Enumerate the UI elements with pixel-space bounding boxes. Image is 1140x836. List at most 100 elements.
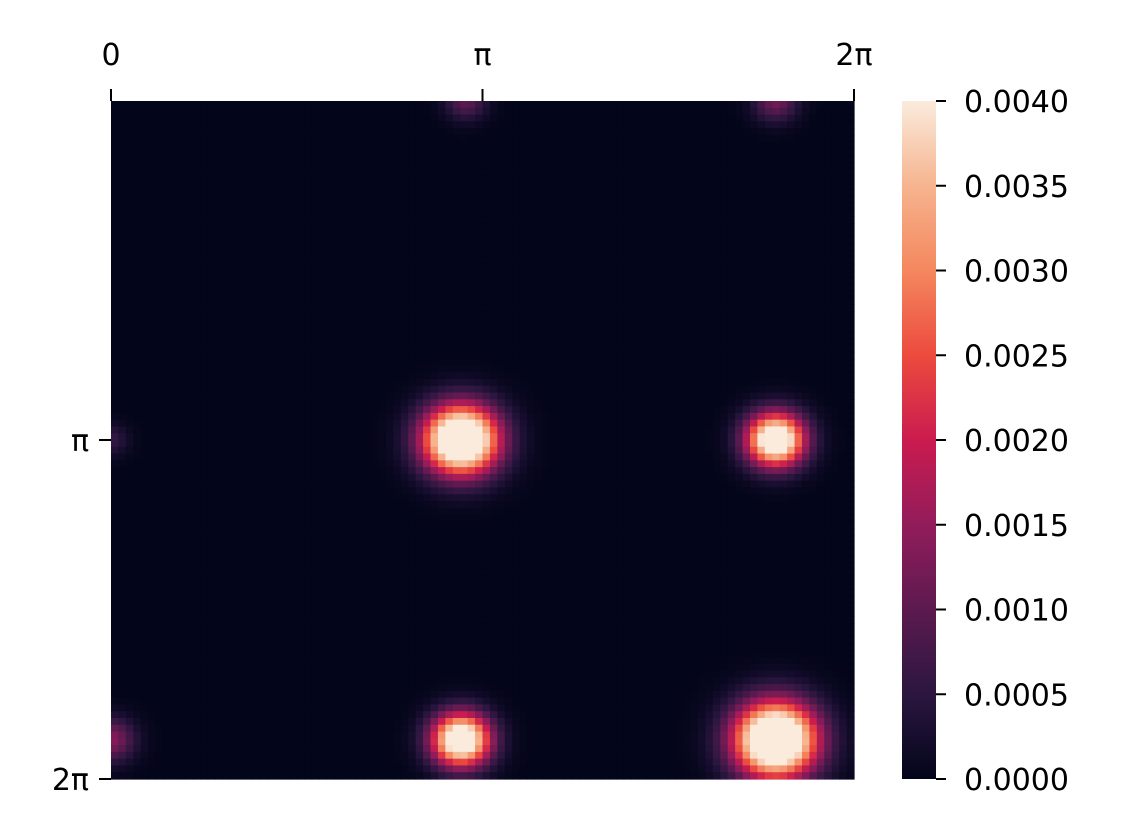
heatmap-cell — [111, 433, 120, 441]
heatmap-cell — [296, 324, 305, 333]
heatmap-cell — [541, 399, 550, 407]
heatmap-cell — [460, 290, 469, 299]
heatmap-cell — [140, 277, 149, 285]
heatmap-cell — [452, 121, 461, 129]
heatmap-cell — [177, 189, 186, 197]
heatmap-cell — [616, 365, 625, 373]
heatmap-cell — [393, 338, 402, 346]
heatmap-cell — [571, 304, 580, 312]
heatmap-cell — [527, 317, 536, 326]
heatmap-cell — [772, 256, 781, 265]
heatmap-cell — [697, 290, 706, 299]
heatmap-cell — [341, 236, 350, 244]
heatmap-cell — [296, 209, 305, 217]
heatmap-cell — [200, 148, 209, 156]
heatmap-cell — [720, 372, 729, 380]
heatmap-cell — [133, 378, 142, 387]
heatmap-cell — [705, 229, 714, 238]
heatmap-cell — [304, 141, 313, 150]
heatmap-cell — [571, 107, 580, 116]
heatmap-cell — [356, 121, 365, 129]
heatmap-cell — [296, 378, 305, 387]
heatmap-cell — [794, 114, 803, 122]
heatmap-cell — [549, 236, 558, 244]
heatmap-cell — [437, 202, 446, 211]
heatmap-cell — [512, 345, 521, 353]
heatmap-cell — [385, 195, 394, 204]
heatmap-cell — [259, 365, 268, 373]
heatmap-cell — [787, 229, 796, 238]
heatmap-cell — [244, 168, 253, 177]
heatmap-cell — [668, 406, 677, 414]
heatmap-cell — [631, 358, 640, 367]
heatmap-cell — [163, 223, 172, 231]
heatmap-cell — [645, 229, 654, 238]
heatmap-cell — [430, 284, 439, 292]
heatmap-cell — [794, 284, 803, 292]
heatmap-cell — [371, 345, 380, 353]
heatmap-cell — [579, 378, 588, 387]
heatmap-cell — [423, 412, 432, 421]
heatmap-cell — [512, 406, 521, 414]
heatmap-cell — [252, 189, 261, 197]
heatmap-cell — [348, 290, 357, 299]
heatmap-cell — [579, 419, 588, 428]
heatmap-cell — [653, 317, 662, 326]
heatmap-cell — [527, 175, 536, 183]
heatmap-cell — [809, 270, 818, 278]
heatmap-cell — [846, 209, 855, 217]
heatmap-cell — [623, 223, 632, 231]
heatmap-cell — [385, 331, 394, 339]
heatmap-cell — [200, 372, 209, 380]
heatmap-cell — [541, 256, 550, 265]
heatmap-cell — [192, 209, 201, 217]
heatmap-cell — [787, 134, 796, 143]
heatmap-cell — [177, 358, 186, 367]
heatmap-cell — [215, 182, 224, 190]
heatmap-cell — [281, 236, 290, 244]
heatmap-cell — [549, 223, 558, 231]
heatmap-cell — [155, 317, 164, 326]
heatmap-cell — [356, 256, 365, 265]
heatmap-cell — [571, 324, 580, 333]
heatmap-cell — [527, 338, 536, 346]
heatmap-cell — [846, 331, 855, 339]
heatmap-cell — [571, 101, 580, 109]
heatmap-cell — [304, 121, 313, 129]
heatmap-cell — [252, 385, 261, 394]
heatmap-cell — [504, 358, 513, 367]
heatmap-cell — [437, 304, 446, 312]
heatmap-cell — [452, 385, 461, 394]
heatmap-cell — [839, 406, 848, 414]
heatmap-cell — [475, 107, 484, 116]
heatmap-cell — [527, 277, 536, 285]
heatmap-cell — [118, 277, 127, 285]
heatmap-cell — [192, 189, 201, 197]
heatmap-cell — [296, 399, 305, 407]
heatmap-cell — [133, 406, 142, 414]
heatmap-cell — [638, 223, 647, 231]
heatmap-cell — [467, 372, 476, 380]
heatmap-cell — [437, 101, 446, 109]
heatmap-cell — [475, 399, 484, 407]
heatmap-cell — [170, 114, 179, 122]
heatmap-cell — [749, 290, 759, 299]
heatmap-cell — [281, 216, 290, 224]
heatmap-cell — [831, 365, 840, 373]
heatmap-cell — [445, 304, 454, 312]
heatmap-cell — [586, 345, 595, 353]
heatmap-cell — [259, 331, 268, 339]
heatmap-cell — [631, 433, 640, 441]
heatmap-cell — [556, 365, 565, 373]
heatmap-cell — [400, 317, 409, 326]
heatmap-cell — [549, 195, 558, 204]
heatmap-cell — [608, 406, 617, 414]
heatmap-cell — [757, 338, 766, 346]
heatmap-cell — [816, 304, 825, 312]
heatmap-cell — [727, 406, 736, 414]
heatmap-cell — [735, 250, 744, 258]
heatmap-cell — [653, 114, 662, 122]
heatmap-cell — [549, 284, 558, 292]
heatmap-cell — [489, 317, 498, 326]
heatmap-cell — [772, 250, 781, 258]
